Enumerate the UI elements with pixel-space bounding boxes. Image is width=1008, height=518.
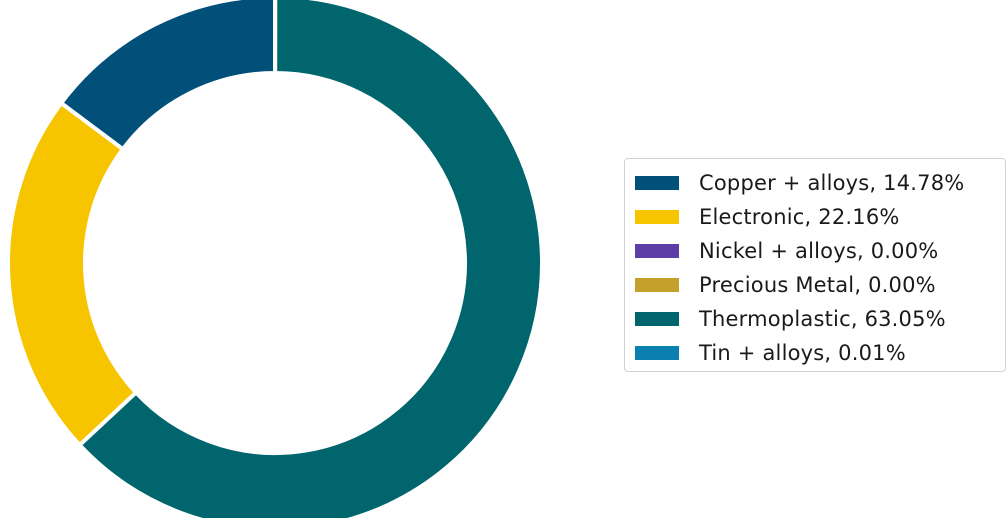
legend-swatch-nickel-alloys <box>635 244 679 258</box>
legend-swatch-electronic <box>635 210 679 224</box>
legend-item-nickel-alloys: Nickel + alloys, 0.00% <box>635 234 1005 268</box>
legend-label-nickel-alloys: Nickel + alloys, 0.00% <box>699 239 938 263</box>
legend-swatch-thermoplastic <box>635 312 679 326</box>
legend-label-electronic: Electronic, 22.16% <box>699 205 900 229</box>
legend-item-precious-metal: Precious Metal, 0.00% <box>635 268 1005 302</box>
legend-label-precious-metal: Precious Metal, 0.00% <box>699 273 936 297</box>
legend-label-copper-alloys: Copper + alloys, 14.78% <box>699 171 964 195</box>
legend-item-tin-alloys: Tin + alloys, 0.01% <box>635 336 1005 370</box>
slice-electronic <box>8 103 136 445</box>
legend-item-electronic: Electronic, 22.16% <box>635 200 1005 234</box>
legend-label-tin-alloys: Tin + alloys, 0.01% <box>699 341 906 365</box>
legend-item-thermoplastic: Thermoplastic, 63.05% <box>635 302 1005 336</box>
donut-chart <box>0 0 620 518</box>
legend-swatch-precious-metal <box>635 278 679 292</box>
chart-legend: Copper + alloys, 14.78% Electronic, 22.1… <box>624 158 1006 372</box>
legend-item-copper-alloys: Copper + alloys, 14.78% <box>635 166 1005 200</box>
legend-swatch-copper-alloys <box>635 176 679 190</box>
legend-swatch-tin-alloys <box>635 346 679 360</box>
donut-slices <box>8 0 542 518</box>
legend-label-thermoplastic: Thermoplastic, 63.05% <box>699 307 946 331</box>
